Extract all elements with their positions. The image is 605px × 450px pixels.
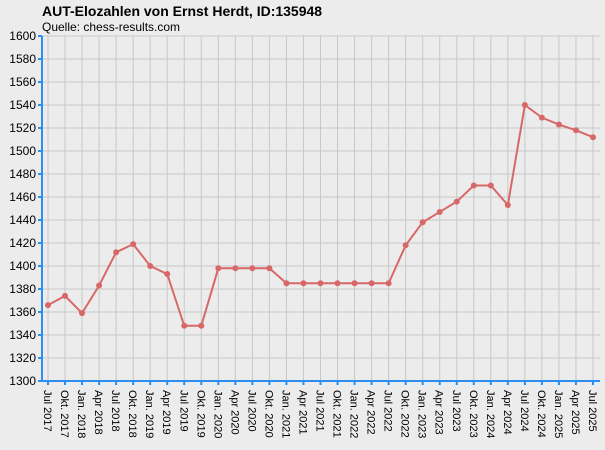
x-tick-label: Jan. 2021 — [279, 390, 291, 438]
x-tick-label: Jul 2019 — [177, 390, 189, 432]
y-tick-label: 1380 — [9, 282, 36, 296]
data-point — [317, 280, 324, 287]
data-point — [45, 302, 51, 309]
data-point — [436, 208, 443, 215]
data-point — [368, 280, 375, 287]
data-point — [555, 121, 562, 128]
data-point — [215, 265, 222, 272]
data-point — [181, 322, 188, 329]
y-tick-label: 1580 — [9, 52, 36, 66]
x-tick-label: Jul 2017 — [41, 390, 53, 432]
x-tick-label: Apr 2021 — [296, 390, 308, 435]
x-tick-label: Jan. 2023 — [416, 390, 428, 438]
y-tick-label: 1320 — [9, 351, 36, 365]
x-tick-label: Jan. 2018 — [75, 390, 87, 438]
data-point — [79, 310, 86, 317]
data-point — [198, 322, 205, 329]
x-tick-label: Jul 2023 — [450, 390, 462, 432]
y-tick-label: 1500 — [9, 144, 36, 158]
data-point — [504, 202, 511, 209]
x-tick-label: Okt. 2023 — [467, 390, 479, 438]
x-tick-label: Jul 2018 — [109, 390, 121, 432]
x-tick-label: Jan. 2025 — [552, 390, 564, 438]
x-tick-label: Apr 2024 — [501, 390, 513, 435]
data-point — [300, 280, 307, 287]
x-tick-label: Apr 2023 — [433, 390, 445, 435]
data-point — [283, 280, 290, 287]
y-tick-label: 1520 — [9, 121, 36, 135]
y-tick-label: 1540 — [9, 98, 36, 112]
x-tick-label: Jan. 2019 — [143, 390, 155, 438]
data-point — [147, 263, 154, 269]
data-point — [266, 265, 273, 272]
y-tick-label: 1340 — [9, 328, 36, 342]
data-point — [538, 114, 545, 121]
data-point — [232, 265, 239, 272]
y-tick-label: 1300 — [9, 374, 36, 388]
x-tick-label: Apr 2025 — [569, 390, 581, 435]
x-tick-label: Jul 2025 — [586, 390, 598, 432]
data-point — [96, 282, 103, 289]
data-point — [487, 182, 494, 189]
x-tick-label: Apr 2022 — [365, 390, 377, 435]
x-tick-label: Jul 2020 — [245, 390, 257, 432]
x-tick-label: Jan. 2024 — [484, 390, 496, 438]
data-point — [351, 280, 358, 287]
x-tick-label: Okt. 2021 — [331, 390, 343, 438]
data-point — [113, 249, 120, 256]
x-tick-label: Apr 2020 — [228, 390, 240, 435]
x-tick-label: Apr 2019 — [160, 390, 172, 435]
x-tick-label: Jul 2024 — [518, 390, 530, 432]
data-point — [334, 280, 341, 287]
y-tick-label: 1460 — [9, 190, 36, 204]
x-tick-label: Okt. 2018 — [126, 390, 138, 438]
data-point — [572, 127, 579, 134]
x-tick-label: Apr 2018 — [92, 390, 104, 435]
x-tick-label: Okt. 2024 — [535, 390, 547, 438]
x-tick-label: Okt. 2022 — [399, 390, 411, 438]
x-tick-label: Okt. 2019 — [194, 390, 206, 438]
y-tick-label: 1400 — [9, 259, 36, 273]
y-tick-label: 1360 — [9, 305, 36, 319]
data-point — [385, 280, 392, 287]
x-tick-label: Jan. 2020 — [211, 390, 223, 438]
data-point — [590, 134, 596, 141]
data-point — [164, 271, 171, 278]
x-tick-label: Jul 2022 — [382, 390, 394, 432]
chart-title: AUT-Elozahlen von Ernst Herdt, ID:135948 — [42, 3, 322, 19]
data-point — [453, 198, 460, 205]
data-point — [62, 292, 69, 299]
chart-subtitle: Quelle: chess-results.com — [42, 20, 180, 34]
x-tick-label: Okt. 2017 — [58, 390, 70, 438]
x-tick-label: Jul 2021 — [314, 390, 326, 432]
data-point — [130, 241, 137, 248]
y-tick-label: 1560 — [9, 75, 36, 89]
data-point — [521, 102, 528, 108]
data-point — [249, 265, 256, 272]
data-point — [419, 219, 426, 226]
data-point — [470, 182, 477, 189]
x-tick-label: Okt. 2020 — [262, 390, 274, 438]
y-tick-label: 1600 — [9, 29, 36, 43]
data-point — [402, 242, 409, 249]
y-tick-label: 1480 — [9, 167, 36, 181]
y-tick-label: 1440 — [9, 213, 36, 227]
y-tick-label: 1420 — [9, 236, 36, 250]
x-tick-label: Jan. 2022 — [348, 390, 360, 438]
